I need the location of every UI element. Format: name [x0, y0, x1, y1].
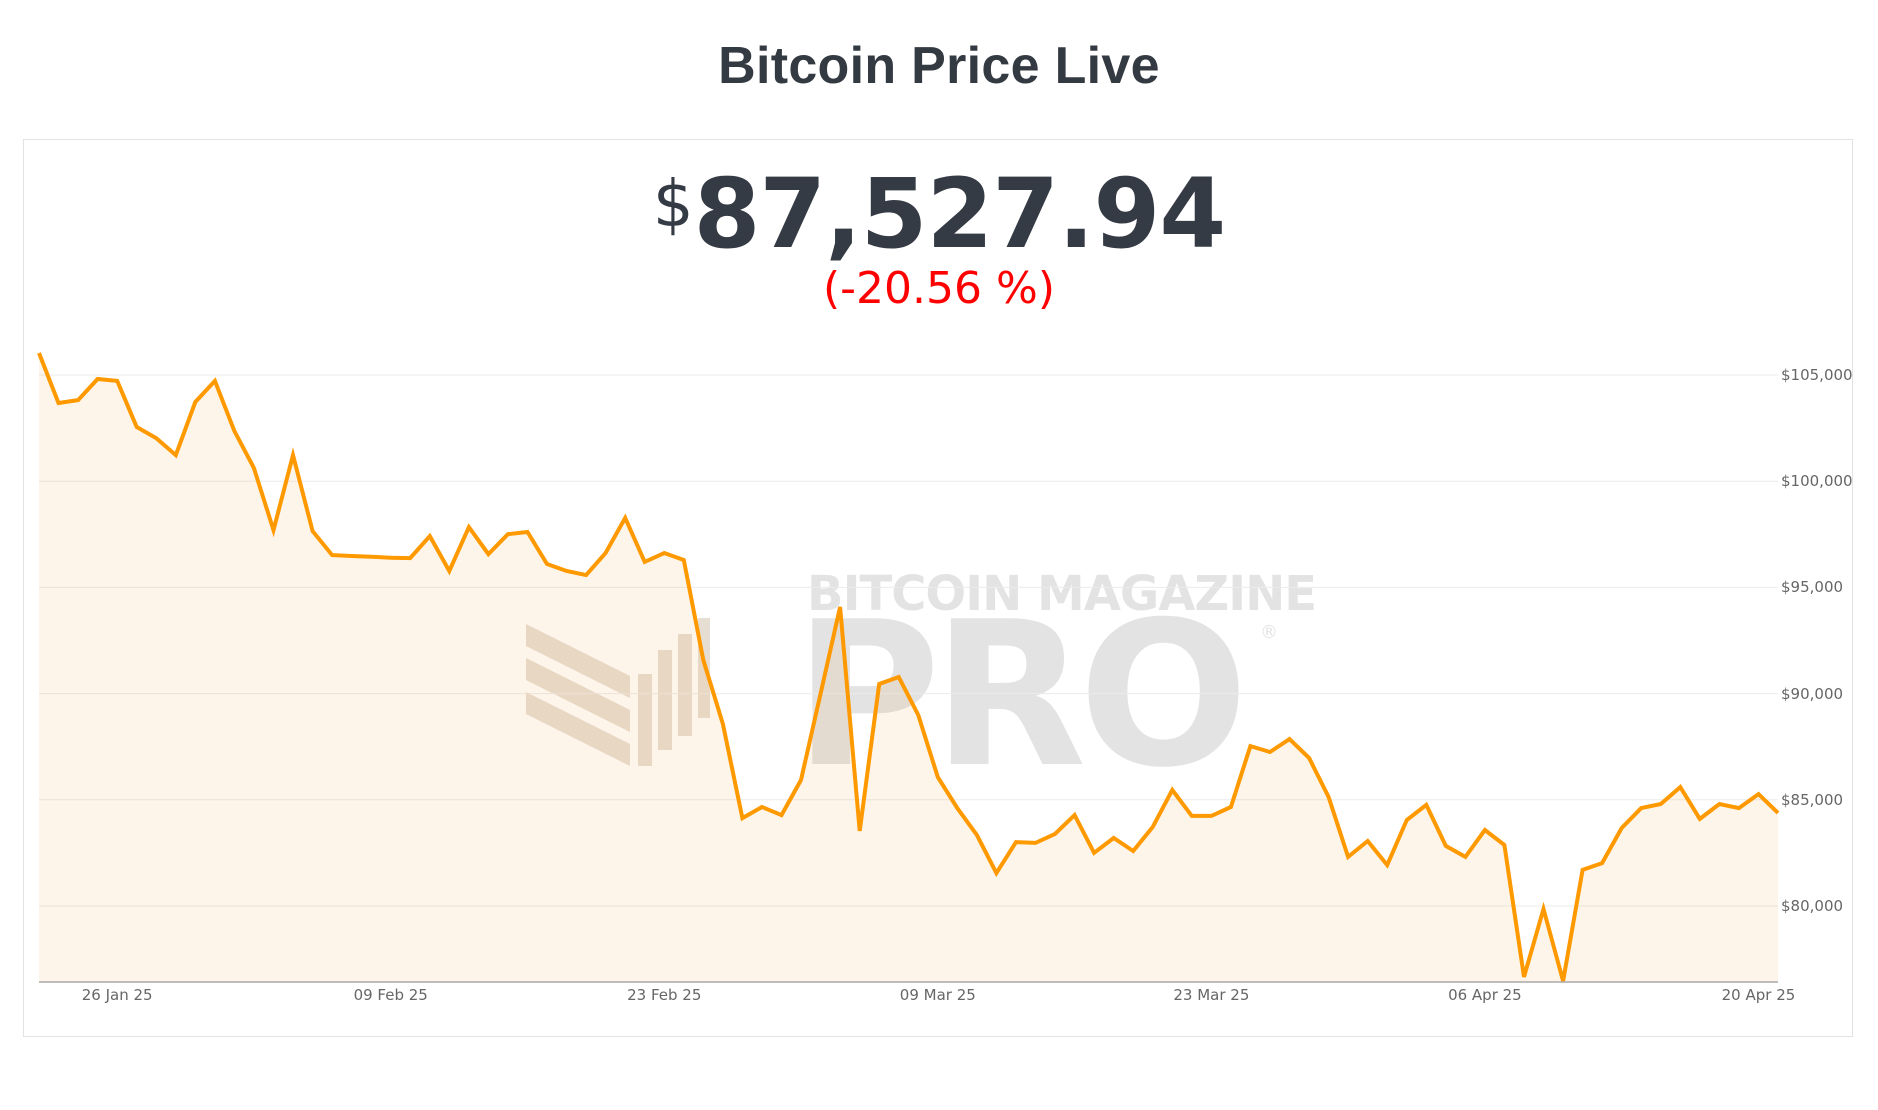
- price-value: 87,527.94: [693, 158, 1227, 270]
- chart-card: [23, 139, 1853, 1037]
- x-tick-label: 09 Mar 25: [899, 986, 976, 1004]
- price-change-percent: (-20.56 %): [823, 263, 1055, 314]
- y-tick-label: $90,000: [1781, 684, 1844, 703]
- y-tick-label: $80,000: [1781, 897, 1844, 915]
- x-tick-label: 23 Feb 25: [627, 986, 702, 1004]
- x-tick-label: 09 Feb 25: [353, 986, 428, 1004]
- x-tick-label: 23 Mar 25: [1173, 986, 1250, 1004]
- current-price: $87,527.94: [0, 158, 1878, 270]
- y-tick-label: $95,000: [1781, 578, 1844, 597]
- price-area: [39, 353, 1778, 982]
- page-title: Bitcoin Price Live: [718, 37, 1160, 95]
- y-tick-label: $85,000: [1781, 790, 1844, 809]
- currency-symbol: $: [652, 168, 694, 242]
- chart-gridlines: [39, 374, 1778, 907]
- price-line: [37, 352, 1780, 982]
- y-tick-label: $100,000: [1781, 472, 1853, 491]
- x-tick-label: 06 Apr 25: [1448, 986, 1522, 1004]
- x-tick-label: 20 Apr 25: [1721, 986, 1796, 1004]
- y-tick-label: $105,000: [1781, 366, 1853, 384]
- x-tick-label: 26 Jan 25: [81, 986, 153, 1004]
